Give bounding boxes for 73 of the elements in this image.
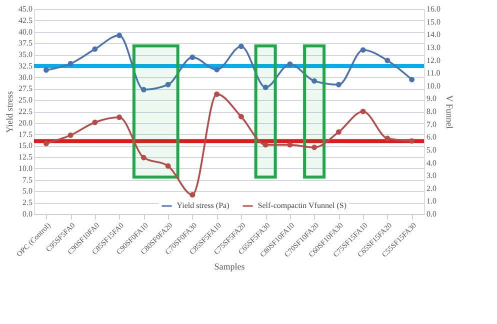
y2-tick-label: 2.0 [426,184,436,193]
x-axis-title: Samples [214,262,246,272]
y2-tick-label: 15.0 [426,17,440,26]
y-tick-label: 35.0 [18,50,32,60]
y-tick-label: 27.5 [18,84,32,94]
point [336,129,342,135]
y-tick-label: 0.0 [22,210,32,218]
point [190,54,196,60]
point [384,58,390,64]
y2-tick-label: 9.0 [426,94,436,104]
point [190,192,196,198]
y-tick-label: 37.5 [18,38,32,48]
y-tick-label: 5.0 [22,186,32,196]
point [214,91,220,97]
y2-axis-title: V Funnel [444,95,454,130]
y-axis-title: Yield stress [4,90,14,133]
point [165,163,171,169]
legend-label: Yield stress (Pa) [176,201,230,210]
y2-tick-label: 7.0 [426,120,436,129]
y2-tick-label: 3.0 [426,171,436,180]
y2-tick-label: 16.0 [426,4,440,14]
point [360,47,366,53]
y2-tick-label: 12.0 [426,56,440,65]
y-tick-label: 22.5 [18,107,32,116]
point [336,82,342,88]
point [360,108,366,114]
point [116,114,122,120]
point [287,142,293,148]
y2-tick-label: 5.0 [426,145,436,154]
point [140,154,146,160]
y2-tick-label: 11.0 [426,68,440,78]
point [238,44,244,50]
y-tick-label: 45.0 [18,4,32,14]
point [262,84,268,90]
point [68,132,74,138]
y-tick-label: 32.5 [18,61,32,70]
point [214,66,220,72]
point [92,46,98,52]
y-tick-label: 25.0 [18,96,32,105]
y2-tick-label: 0.0 [426,210,436,218]
y-tick-label: 7.5 [22,175,32,184]
y2-tick-label: 6.0 [426,132,436,142]
y2-tick-label: 8.0 [426,107,436,116]
point [140,86,146,92]
y-tick-label: 30.0 [18,72,32,82]
point [116,32,122,38]
point [238,114,244,120]
y-tick-label: 40.0 [18,27,32,36]
point [287,61,293,67]
point [312,144,318,150]
point [262,142,268,148]
y-tick-label: 15.0 [18,141,32,150]
y2-tick-label: 4.0 [426,158,436,168]
point [43,67,49,73]
y-tick-label: 42.5 [18,16,32,25]
point [312,78,318,84]
point [409,76,415,82]
point [92,120,98,126]
legend-label: Self-compactin Vfunnel (S) [258,201,347,210]
y2-tick-label: 13.0 [426,42,440,52]
point [43,140,49,146]
point [68,60,74,66]
y-tick-label: 12.5 [18,152,32,162]
y2-tick-label: 10.0 [426,81,440,90]
y-tick-label: 20.0 [18,118,32,128]
point [165,82,171,88]
point [409,138,415,144]
point [384,136,390,142]
y-tick-label: 10.0 [18,164,32,173]
y2-tick-label: 1.0 [426,196,436,206]
y-tick-label: 2.5 [22,198,32,208]
y2-tick-label: 14.0 [426,30,440,40]
y-tick-label: 17.5 [18,130,32,139]
